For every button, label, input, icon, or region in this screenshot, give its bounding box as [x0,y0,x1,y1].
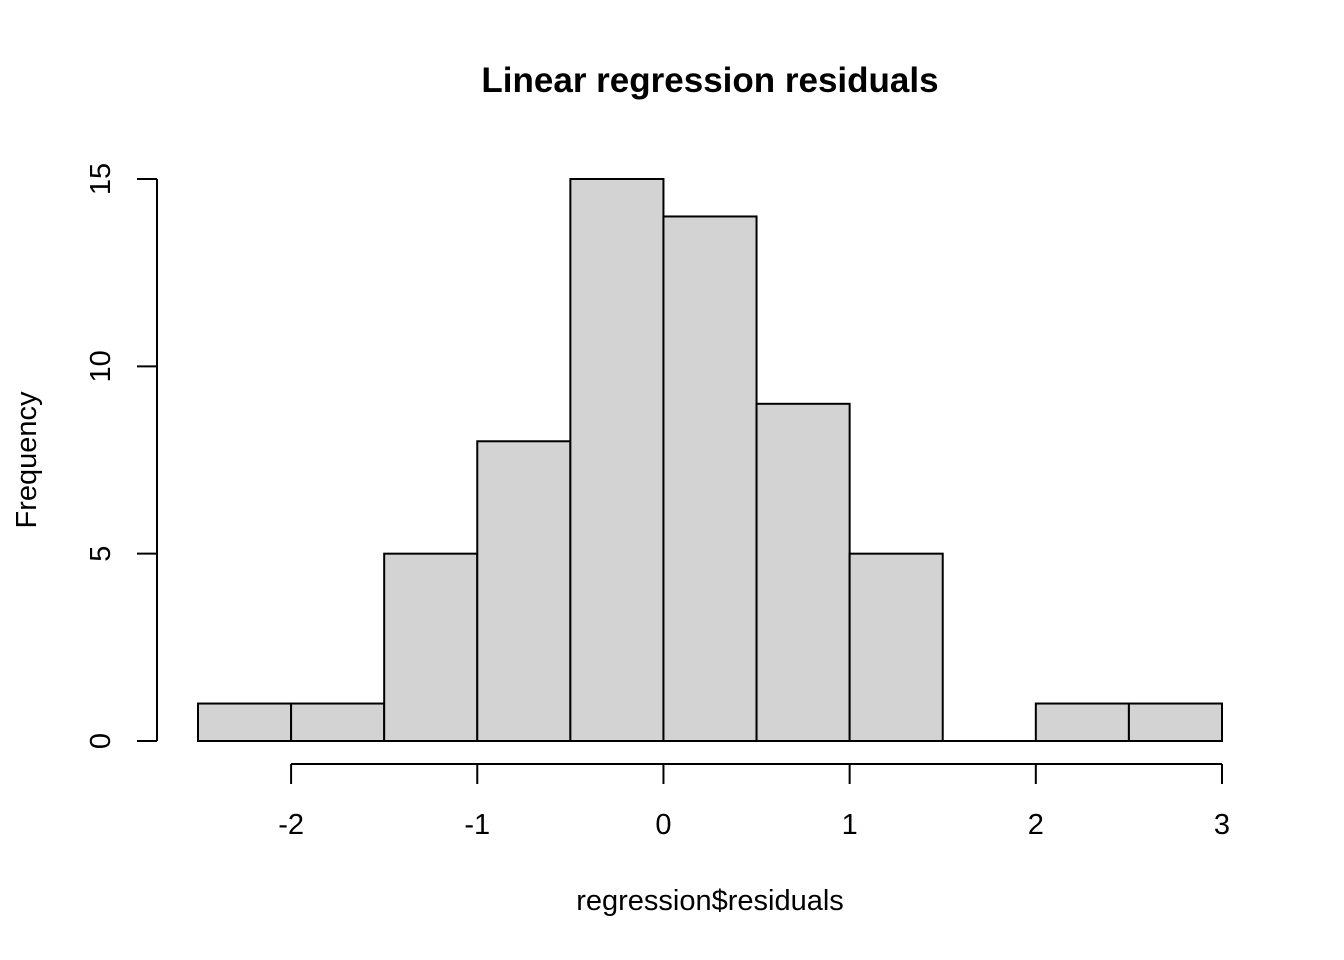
x-tick-label-3: 1 [842,809,858,841]
histogram-bar-9 [1034,702,1130,742]
histogram-bar-3 [476,440,572,742]
x-axis: -2 -1 0 1 2 3 [278,763,1230,841]
chart-title: Linear regression residuals [481,61,938,100]
histogram-bar-4 [569,178,665,742]
histogram-bar-7 [848,552,944,743]
histogram-bar-2 [383,552,479,743]
y-tick-label-2: 10 [85,350,117,382]
y-tick-label-3: 15 [85,163,117,195]
y-axis-label: Frequency [11,391,43,529]
y-tick-label-0: 0 [85,733,117,749]
x-tick-label-5: 3 [1214,809,1230,841]
histogram-bar-6 [755,402,851,742]
histogram-bar-0 [197,702,293,742]
x-tick-label-2: 0 [655,809,671,841]
x-tick-label-1: -1 [464,809,490,841]
histogram-bar-10 [1127,702,1223,742]
x-tick-label-0: -2 [278,809,304,841]
x-tick-label-4: 2 [1028,809,1044,841]
x-axis-label: regression$residuals [576,885,844,917]
histogram-bar-1 [290,702,386,742]
y-axis: 0 5 10 15 [85,163,158,749]
y-tick-label-1: 5 [85,546,117,562]
histogram-bar-5 [662,215,758,742]
bars-group [197,178,1223,743]
